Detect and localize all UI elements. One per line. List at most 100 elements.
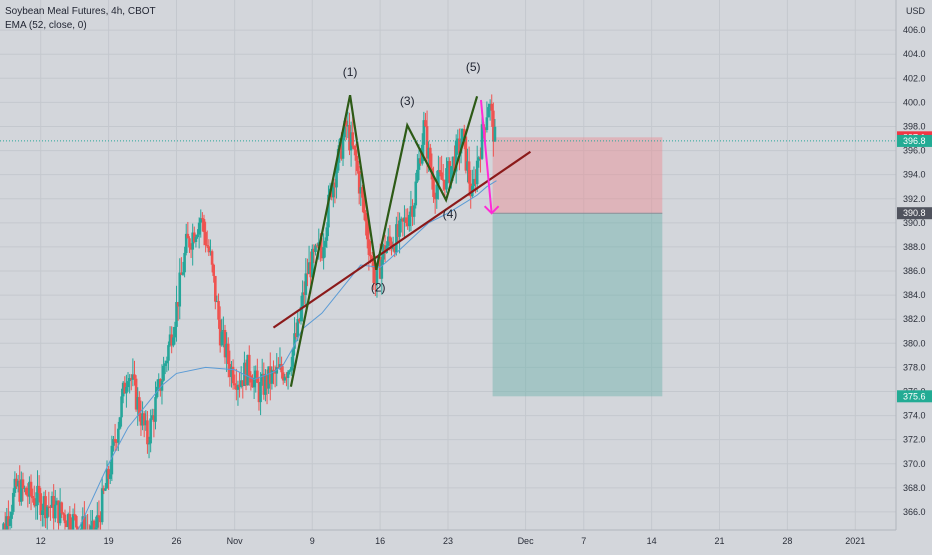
price-tick-label: 404.0 bbox=[903, 49, 926, 59]
candle bbox=[424, 113, 427, 127]
price-axis: 366.0368.0370.0372.0374.0376.0378.0380.0… bbox=[896, 0, 932, 550]
candle-body bbox=[167, 345, 170, 361]
candle-body bbox=[162, 366, 165, 381]
symbol-title[interactable]: Soybean Meal Futures, 4h, CBOT bbox=[5, 5, 156, 19]
price-marker-label: 396.8 bbox=[903, 136, 926, 146]
candle-body bbox=[10, 512, 13, 519]
reward-zone bbox=[493, 213, 663, 396]
candle bbox=[101, 477, 104, 525]
candle bbox=[476, 146, 479, 192]
price-tick-label: 374.0 bbox=[903, 411, 926, 421]
time-tick-label: 2021 bbox=[845, 536, 865, 546]
time-tick-label: Nov bbox=[227, 536, 244, 546]
time-tick-label: 26 bbox=[171, 536, 181, 546]
price-tick-label: 370.0 bbox=[903, 459, 926, 469]
candle-body bbox=[424, 120, 427, 126]
candle-body bbox=[389, 236, 392, 241]
candle-body bbox=[364, 213, 367, 221]
wave-label-2: (2) bbox=[371, 281, 386, 295]
time-tick-label: 9 bbox=[310, 536, 315, 546]
candle-body bbox=[288, 370, 291, 371]
candle-body bbox=[494, 127, 497, 142]
price-tick-label: 388.0 bbox=[903, 242, 926, 252]
price-tick-label: 368.0 bbox=[903, 483, 926, 493]
candle bbox=[20, 471, 23, 505]
candle-body bbox=[73, 514, 76, 516]
candle bbox=[208, 239, 211, 256]
candle-body bbox=[46, 507, 49, 519]
candle bbox=[132, 358, 135, 386]
candle-body bbox=[195, 237, 198, 242]
candle-body bbox=[30, 482, 33, 496]
candle-body bbox=[233, 383, 236, 385]
time-tick-label: 12 bbox=[36, 536, 46, 546]
candle-body bbox=[182, 272, 185, 275]
candle-body bbox=[416, 170, 419, 182]
candle-body bbox=[60, 502, 63, 513]
time-tick-label: 14 bbox=[647, 536, 657, 546]
candle-body bbox=[398, 221, 401, 237]
candle bbox=[178, 258, 181, 319]
candle bbox=[440, 156, 443, 180]
candle-body bbox=[62, 513, 65, 514]
candle-body bbox=[211, 251, 214, 265]
ema-line bbox=[70, 181, 497, 548]
price-tick-label: 392.0 bbox=[903, 194, 926, 204]
price-marker-label: 375.6 bbox=[903, 391, 926, 401]
candle-body bbox=[256, 371, 259, 383]
candles bbox=[0, 94, 496, 550]
candle-body bbox=[64, 515, 67, 524]
indicator-label[interactable]: EMA (52, close, 0) bbox=[5, 19, 156, 33]
price-tick-label: 396.0 bbox=[903, 146, 926, 156]
candle bbox=[125, 375, 128, 408]
candle-body bbox=[98, 515, 101, 517]
time-tick-label: 7 bbox=[581, 536, 586, 546]
candle-body bbox=[468, 161, 471, 183]
candle-body bbox=[487, 107, 490, 117]
candle-body bbox=[248, 355, 251, 375]
risk-zone bbox=[493, 137, 663, 213]
candle-body bbox=[440, 172, 443, 179]
candle-body bbox=[217, 301, 220, 320]
candle-body bbox=[250, 375, 253, 382]
candle-body bbox=[227, 344, 230, 364]
candle-body bbox=[133, 374, 136, 378]
candle-body bbox=[432, 179, 435, 197]
candle-body bbox=[405, 217, 408, 223]
price-tick-label: 398.0 bbox=[903, 121, 926, 131]
candle-body bbox=[166, 361, 169, 364]
time-tick-label: Dec bbox=[518, 536, 535, 546]
price-tick-label: 384.0 bbox=[903, 290, 926, 300]
candle bbox=[119, 417, 122, 430]
candle bbox=[114, 424, 117, 452]
candle-body bbox=[117, 429, 120, 443]
time-tick-label: 23 bbox=[443, 536, 453, 546]
candle-body bbox=[366, 221, 369, 239]
candle-body bbox=[259, 382, 262, 402]
grid bbox=[0, 0, 896, 530]
candle-body bbox=[486, 117, 489, 130]
candle-body bbox=[120, 396, 123, 417]
chart-legend: Soybean Meal Futures, 4h, CBOT EMA (52, … bbox=[5, 5, 156, 33]
price-tick-label: 380.0 bbox=[903, 338, 926, 348]
time-tick-label: 19 bbox=[104, 536, 114, 546]
candle-body bbox=[212, 265, 215, 276]
candle-body bbox=[149, 418, 152, 443]
candle-body bbox=[114, 439, 117, 442]
candle-body bbox=[490, 104, 493, 111]
candle bbox=[305, 258, 308, 307]
price-marker-label: 390.8 bbox=[903, 208, 926, 218]
candle-body bbox=[174, 327, 177, 337]
candle-body bbox=[178, 273, 181, 307]
candle-body bbox=[324, 241, 327, 247]
time-tick-label: 21 bbox=[715, 536, 725, 546]
candle-body bbox=[146, 420, 149, 444]
candle-body bbox=[206, 245, 209, 246]
candle-body bbox=[414, 182, 417, 206]
candle-body bbox=[476, 161, 479, 184]
candle-body bbox=[198, 223, 201, 235]
candle bbox=[191, 224, 194, 266]
